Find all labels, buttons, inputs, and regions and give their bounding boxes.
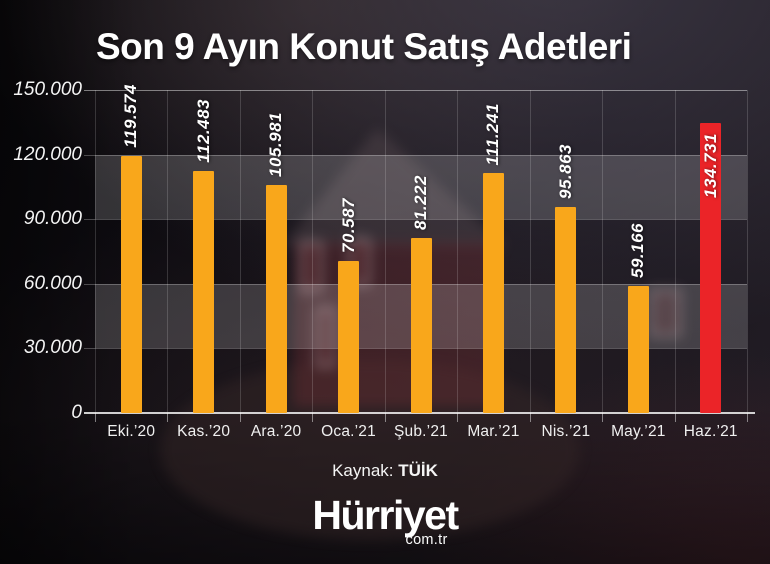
bar-value-label: 59.166: [628, 222, 648, 278]
bar-value-label: 111.241: [483, 103, 503, 166]
x-axis-label: Mar.’21: [467, 423, 520, 440]
bar: [700, 122, 722, 413]
bar-value-label: 112.483: [193, 99, 213, 163]
brand-logo: Hürriyet com.tr: [0, 492, 770, 549]
x-axis-label: Şub.’21: [393, 423, 448, 440]
bar-value-label: 119.574: [121, 83, 141, 148]
x-axis-label: Oca.’21: [321, 423, 376, 440]
bar: [265, 184, 287, 413]
y-axis-label: 90.000: [23, 208, 82, 230]
v-gridline: [167, 90, 169, 413]
bar-value-label: 95.863: [555, 143, 575, 199]
axis-tick: [95, 413, 96, 422]
bar-value-label: 70.587: [338, 198, 358, 254]
axis-tick: [529, 413, 531, 422]
y-axis-label: 120.000: [13, 143, 82, 165]
bar: [482, 173, 504, 413]
x-axis-label: Nis.’21: [541, 423, 591, 440]
bar: [120, 155, 142, 413]
v-gridline: [239, 90, 241, 413]
bar-value-label: 81.222: [411, 175, 430, 231]
brand-logo-wordmark: Hürriyet: [312, 492, 459, 538]
v-gridline: [747, 90, 748, 413]
v-gridline: [674, 90, 676, 413]
house-window-shape: [316, 307, 335, 367]
x-axis-label: Eki.’20: [107, 423, 156, 440]
x-axis-line: [84, 412, 755, 414]
h-gridline: [84, 154, 747, 156]
y-axis-label: 0: [71, 402, 82, 423]
axis-tick: [457, 413, 459, 422]
h-gridline: [84, 90, 747, 91]
v-gridline: [384, 90, 386, 413]
bar-value-label: 105.981: [266, 111, 286, 177]
axis-tick: [674, 413, 676, 422]
house-window-shape: [301, 241, 322, 292]
h-gridline: [84, 219, 747, 221]
bar-value-label: 134.731: [700, 132, 720, 198]
source-line: Kaynak: TÜİK: [0, 461, 770, 481]
v-gridline: [529, 90, 531, 413]
x-axis-label: Haz.’21: [683, 423, 738, 440]
axis-tick: [239, 413, 241, 422]
v-gridline: [95, 90, 96, 413]
y-axis-label: 30.000: [23, 337, 82, 359]
bar: [193, 170, 215, 413]
bar-chart-plot-area: 119.574 Eki.’20 112.483 Kas.’20 105.981 Ara.’…: [84, 84, 755, 440]
axis-tick: [312, 413, 314, 422]
v-gridline: [602, 90, 604, 413]
y-axis-label: 60.000: [23, 272, 82, 294]
house-window-shape: [650, 289, 681, 337]
source-label: Kaynak:: [332, 461, 394, 480]
bar: [627, 285, 649, 413]
v-gridline: [312, 90, 314, 413]
axis-tick: [747, 413, 748, 422]
axis-tick: [602, 413, 604, 422]
v-gridline: [457, 90, 459, 413]
brand-logo-domain: com.tr: [405, 532, 448, 548]
x-axis-label: Kas.’20: [177, 423, 231, 440]
bar: [338, 261, 360, 413]
y-axis-label: 150.000: [13, 79, 82, 100]
y-axis: 150.000 120.000 90.000 60.000 30.000 0: [0, 79, 82, 423]
x-axis-label: May.’21: [611, 423, 666, 440]
axis-tick: [167, 413, 169, 422]
chart-title: Son 9 Ayın Konut Satış Adetleri: [96, 26, 632, 67]
x-axis-label: Ara.’20: [250, 423, 302, 440]
source-value: TÜİK: [398, 461, 438, 480]
hand-silhouette: [160, 360, 580, 540]
house-roof-shape: [282, 128, 507, 246]
axis-tick: [384, 413, 386, 422]
bar: [410, 238, 432, 413]
bar: [555, 206, 577, 413]
house-wall-shape: [293, 242, 498, 407]
